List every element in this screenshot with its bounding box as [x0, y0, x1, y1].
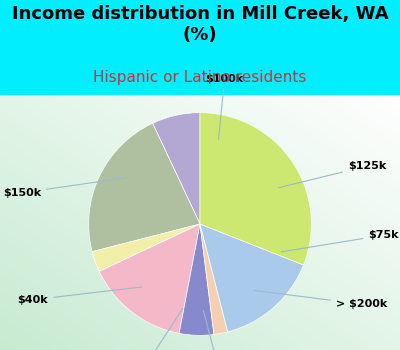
Text: Income distribution in Mill Creek, WA
(%): Income distribution in Mill Creek, WA (%…: [12, 5, 388, 44]
Text: $40k: $40k: [18, 287, 142, 305]
Text: $150k: $150k: [3, 177, 128, 198]
Text: $75k: $75k: [281, 230, 399, 252]
Text: Hispanic or Latino residents: Hispanic or Latino residents: [93, 70, 307, 85]
Wedge shape: [89, 123, 200, 252]
Text: $60k: $60k: [127, 308, 183, 350]
Wedge shape: [99, 224, 200, 334]
Wedge shape: [179, 224, 214, 335]
Text: $125k: $125k: [278, 161, 386, 188]
Wedge shape: [92, 224, 200, 271]
Wedge shape: [200, 224, 304, 332]
Text: $200k: $200k: [201, 310, 239, 350]
Wedge shape: [200, 113, 311, 265]
Wedge shape: [200, 224, 228, 335]
Text: > $200k: > $200k: [254, 290, 387, 309]
Text: $100k: $100k: [206, 74, 244, 140]
Wedge shape: [152, 113, 200, 224]
